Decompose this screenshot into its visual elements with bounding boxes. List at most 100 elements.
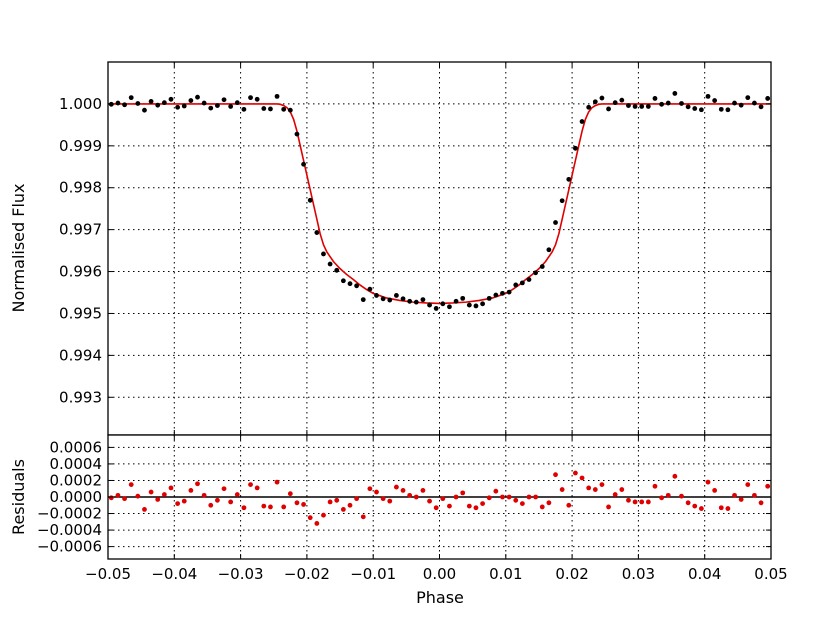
y-tick-label: 1.000 (59, 95, 102, 113)
flux-data-point (718, 106, 724, 112)
flux-data-point (440, 301, 446, 307)
flux-data-point (705, 93, 711, 99)
flux-panel: 0.993 0.994 0.995 0.996 0.997 0.998 0.999 1.000… (9, 61, 772, 436)
residual-data-point (725, 506, 731, 511)
flux-data-point (354, 283, 360, 289)
flux-data-point (420, 297, 426, 303)
y-tick-label: 0.0006 (50, 438, 103, 456)
residuals-x-ticks: −0.05 −0.04 −0.03 −0.02 −0.01 0.00 0.01 0.02 0.0… (85, 435, 788, 583)
residual-data-point (208, 502, 214, 508)
flux-data-point (506, 289, 512, 295)
flux-data-point (559, 198, 565, 204)
flux-data-point (685, 104, 691, 110)
flux-data-point (645, 104, 651, 109)
residual-data-point (519, 501, 525, 507)
flux-data-point (314, 230, 320, 235)
flux-data-point (301, 161, 306, 167)
flux-data-point (738, 102, 744, 108)
flux-data-point (513, 282, 519, 288)
residual-data-point (168, 485, 174, 491)
flux-data-point (287, 107, 293, 113)
residual-data-point (659, 495, 665, 501)
flux-data-point (228, 104, 234, 109)
flux-data-point (188, 98, 194, 103)
residual-data-point (427, 498, 432, 504)
residual-data-point (559, 487, 565, 492)
flux-data-point (215, 103, 220, 108)
residual-data-point (765, 483, 771, 489)
residual-data-point (294, 500, 300, 506)
residual-data-point (612, 492, 618, 497)
flux-data-point (360, 297, 366, 303)
flux-data-point (248, 95, 253, 101)
residual-data-point (281, 504, 287, 510)
residual-data-point (108, 495, 114, 501)
residual-data-point (712, 487, 718, 493)
residual-data-point (122, 496, 127, 502)
residual-data-point (553, 472, 558, 478)
residual-data-point (493, 488, 499, 494)
flux-data-point (725, 107, 731, 113)
residual-data-point (506, 494, 512, 500)
flux-data-point (294, 131, 300, 137)
flux-data-point (679, 101, 684, 106)
flux-data-point (466, 302, 472, 308)
flux-data-point (274, 93, 280, 99)
flux-points (108, 91, 771, 311)
x-tick-label: −0.02 (284, 565, 330, 583)
residual-data-point (672, 473, 678, 479)
flux-data-point (241, 106, 247, 112)
flux-data-point (665, 100, 671, 106)
residual-data-point (453, 494, 459, 500)
residual-data-point (679, 493, 684, 499)
flux-data-point (526, 277, 532, 282)
residual-data-point (592, 487, 598, 492)
flux-data-point (453, 298, 459, 304)
residual-data-point (665, 492, 671, 498)
x-tick-label: 0.05 (754, 565, 787, 583)
flux-data-point (500, 290, 505, 296)
residual-data-point (413, 494, 419, 500)
flux-data-point (175, 104, 181, 110)
residual-data-point (115, 492, 121, 498)
flux-data-point (413, 299, 419, 305)
residual-data-point (334, 497, 340, 503)
residual-data-point (546, 500, 552, 506)
flux-data-point (745, 95, 751, 101)
residual-data-point (473, 505, 479, 511)
residual-data-point (374, 489, 379, 495)
flux-data-point (533, 270, 539, 276)
flux-data-point (698, 107, 704, 113)
flux-data-point (480, 301, 485, 307)
residual-data-point (195, 481, 200, 487)
residual-data-point (698, 506, 704, 511)
x-tick-label: −0.03 (218, 565, 264, 583)
residual-data-point (685, 500, 691, 506)
flux-data-point (201, 100, 207, 106)
flux-data-point (752, 100, 757, 106)
residual-data-point (234, 492, 240, 497)
flux-data-point (367, 286, 373, 292)
flux-data-point (519, 280, 525, 286)
residual-data-point (221, 486, 227, 492)
x-tick-label: −0.01 (350, 565, 396, 583)
residual-data-point (480, 501, 485, 507)
residual-data-point (181, 498, 187, 504)
flux-data-point (493, 292, 499, 298)
flux-data-point (261, 106, 267, 111)
residual-data-point (466, 503, 472, 509)
residual-data-point (619, 487, 625, 492)
residual-data-point (367, 486, 373, 492)
residual-data-point (639, 499, 645, 505)
y-tick-label: −0.0002 (37, 505, 102, 523)
residual-data-point (135, 493, 141, 499)
x-tick-label: 0.02 (555, 565, 588, 583)
flux-data-point (347, 281, 353, 287)
y-tick-label: 0.998 (59, 179, 102, 197)
flux-data-point (407, 298, 413, 304)
residual-data-point (566, 502, 572, 508)
residual-data-point (354, 496, 360, 502)
residual-data-point (340, 507, 346, 512)
residual-data-point (758, 500, 764, 506)
residual-data-point (533, 494, 539, 500)
